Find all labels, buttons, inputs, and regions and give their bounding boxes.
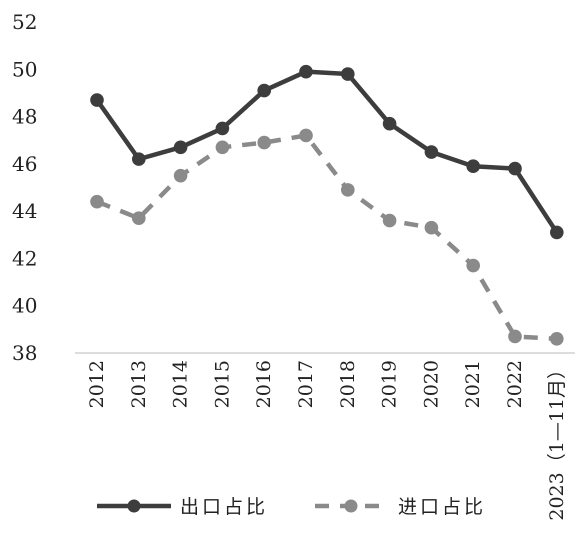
legend-label-import: 进口占比 [398, 496, 486, 518]
data-point-import [215, 140, 230, 155]
data-point-import [550, 332, 564, 346]
data-point-import [299, 128, 313, 143]
legend-item-export: 出口占比 [97, 496, 268, 518]
x-tick-label: 2020 [420, 360, 442, 408]
data-point-export [299, 64, 313, 79]
x-tick-label: 2015 [211, 360, 233, 408]
y-tick-label: 42 [12, 246, 37, 270]
data-point-export [508, 161, 522, 176]
series-line-export [95, 69, 559, 234]
legend: 出口占比 进口占比 [97, 496, 486, 518]
data-point-export [215, 121, 230, 136]
data-point-import [341, 183, 355, 197]
data-point-import [466, 258, 481, 273]
data-point-import [382, 213, 397, 228]
x-tick-label: 2021 [462, 360, 484, 408]
legend-label-export: 出口占比 [180, 496, 268, 518]
data-point-export [173, 140, 188, 155]
y-tick-label: 46 [12, 152, 37, 176]
y-axis-tick-labels: 52 50 48 46 44 42 40 38 [12, 10, 37, 365]
x-tick-label: 2014 [170, 360, 192, 408]
data-point-export [466, 159, 481, 174]
x-tick-label: 2013 [128, 360, 150, 408]
y-tick-label: 50 [12, 57, 37, 81]
data-point-import [257, 135, 272, 150]
data-point-import [508, 329, 522, 344]
data-point-import [424, 220, 439, 235]
x-tick-label: 2017 [295, 360, 317, 408]
data-point-export [90, 93, 104, 107]
y-tick-label: 40 [12, 294, 37, 318]
y-tick-label: 48 [12, 105, 37, 129]
data-point-export [257, 83, 272, 98]
x-tick-label: 2023（1—11月） [546, 360, 568, 521]
data-point-export [382, 116, 397, 131]
x-tick-label: 2016 [253, 360, 275, 408]
y-tick-label: 44 [12, 199, 37, 223]
data-point-export [550, 225, 564, 240]
legend-swatch-import-marker [344, 499, 358, 513]
x-tick-label: 2019 [379, 360, 401, 408]
x-tick-label: 2012 [86, 360, 108, 408]
y-tick-label: 38 [12, 341, 37, 365]
legend-item-import: 进口占比 [315, 496, 486, 518]
x-tick-label: 2022 [504, 360, 526, 408]
y-tick-label: 52 [12, 10, 37, 34]
data-point-export [132, 152, 146, 166]
data-point-export [424, 145, 439, 159]
data-point-import [90, 194, 104, 209]
legend-swatch-export-marker [127, 499, 141, 513]
x-axis-tick-labels: 2012 2013 2014 2015 2016 2017 2018 2019 2020 2021… [86, 360, 568, 521]
x-tick-label: 2018 [337, 360, 359, 408]
data-point-export [341, 67, 355, 81]
series-layer [90, 64, 564, 346]
data-point-import [173, 168, 188, 183]
data-point-import [132, 211, 146, 226]
